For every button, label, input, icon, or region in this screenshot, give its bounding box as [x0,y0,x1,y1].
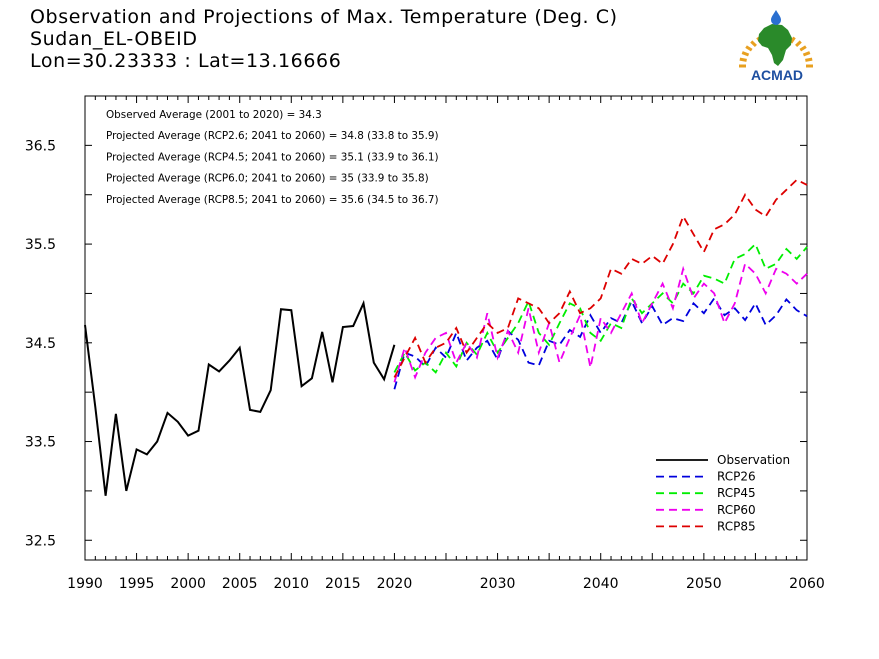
x-tick-label: 2020 [377,576,413,592]
annotation-block: Observed Average (2001 to 2020) = 34.3 Pr… [106,109,439,206]
x-tick-label: 2005 [222,576,258,592]
y-tick-label: 33.5 [25,435,56,451]
x-tick-label: 1995 [119,576,155,592]
x-tick-label: 2000 [170,576,206,592]
title-line-1: Observation and Projections of Max. Temp… [30,6,618,28]
title-line-3: Lon=30.23333 : Lat=13.16666 [30,50,342,72]
annotation-line: Projected Average (RCP4.5; 2041 to 2060)… [106,151,439,163]
sun-ray [741,51,750,57]
sun-ray [789,36,796,44]
legend-label: RCP60 [717,503,756,517]
sun-ray [739,57,747,62]
annotation-line: Observed Average (2001 to 2020) = 34.3 [106,109,322,121]
axis-ticks [84,95,808,560]
sun-ray [795,40,802,48]
series-line-rcp26 [393,296,808,390]
sun-ray [802,51,811,57]
x-tick-label: 2040 [583,576,619,592]
annotation-line: Projected Average (RCP8.5; 2041 to 2060)… [106,194,439,206]
x-tick-label: 2050 [686,576,722,592]
sun-ray [805,57,813,62]
x-tick-label: 2010 [273,576,309,592]
y-tick-label: 36.5 [25,138,56,154]
legend-label: RCP45 [717,486,756,500]
chart-title: Observation and Projections of Max. Temp… [30,6,618,72]
y-tick-label: 35.5 [25,237,56,253]
x-tick-label: 2015 [325,576,361,592]
series-line-observation [84,299,396,496]
africa-map-icon [758,24,792,66]
series-lines [84,178,808,496]
acmad-logo: ACMAD [736,8,818,88]
series-line-rcp85 [393,178,808,378]
water-drop-icon [771,10,781,25]
annotation-line: Projected Average (RCP2.6; 2041 to 2060)… [106,130,439,142]
logo-text: ACMAD [751,67,803,83]
x-tick-label: 2030 [480,576,516,592]
sun-ray [750,40,757,48]
plot-frame [84,95,808,561]
y-tick-label: 32.5 [25,533,56,549]
legend-label: Observation [717,453,790,467]
legend: Observation RCP26 RCP45 RCP60 RCP85 [656,453,790,533]
series-line-rcp60 [393,262,808,383]
y-tick-label: 34.5 [25,336,56,352]
sun-ray [745,45,753,52]
legend-label: RCP85 [717,519,756,533]
title-line-2: Sudan_EL-OBEID [30,28,198,50]
x-tick-label: 2060 [789,576,825,592]
legend-label: RCP26 [717,470,756,484]
x-tick-label: 1990 [67,576,103,592]
series-line-rcp45 [393,242,808,374]
tick-labels: 1990 1995 2000 2005 2010 2015 2020 2030 2040 2050… [25,138,825,592]
sun-ray [799,45,807,52]
annotation-line: Projected Average (RCP6.0; 2041 to 2060)… [106,173,429,185]
